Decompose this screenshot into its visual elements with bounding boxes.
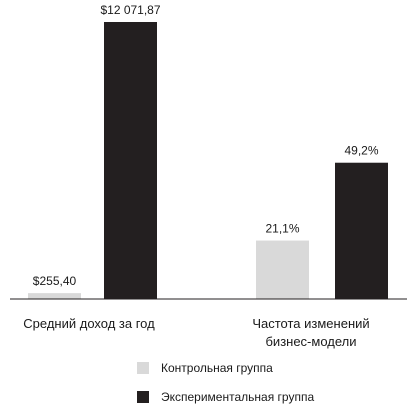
bar-1-series-1 [28, 293, 81, 299]
category-labels-layer: Средний доход за год Частота изменений биз… [23, 316, 369, 349]
category-label-2-line-2: бизнес-модели [265, 334, 356, 349]
data-label-1-2: $12 071,87 [100, 3, 160, 17]
value-labels-layer: $255,40 $12 071,87 21,1% 49,2% [33, 3, 379, 288]
data-label-2-2: 49,2% [344, 144, 378, 158]
data-label-2-1: 21,1% [265, 222, 299, 236]
bar-1-series-2 [104, 22, 157, 299]
category-label-1-line-1: Средний доход за год [23, 316, 155, 331]
bar-2-series-1 [256, 240, 309, 299]
legend-swatch-1 [137, 362, 149, 374]
legend: Контрольная группа Экспериментальная груп… [137, 361, 314, 404]
bar-2-series-2 [335, 162, 388, 299]
legend-label-1: Контрольная группа [161, 361, 273, 375]
bars-layer [28, 22, 388, 299]
data-label-1-1: $255,40 [33, 274, 77, 288]
category-label-2-line-1: Частота изменений [252, 316, 369, 331]
legend-swatch-2 [137, 391, 149, 403]
legend-label-2: Экспериментальная группа [161, 390, 314, 404]
